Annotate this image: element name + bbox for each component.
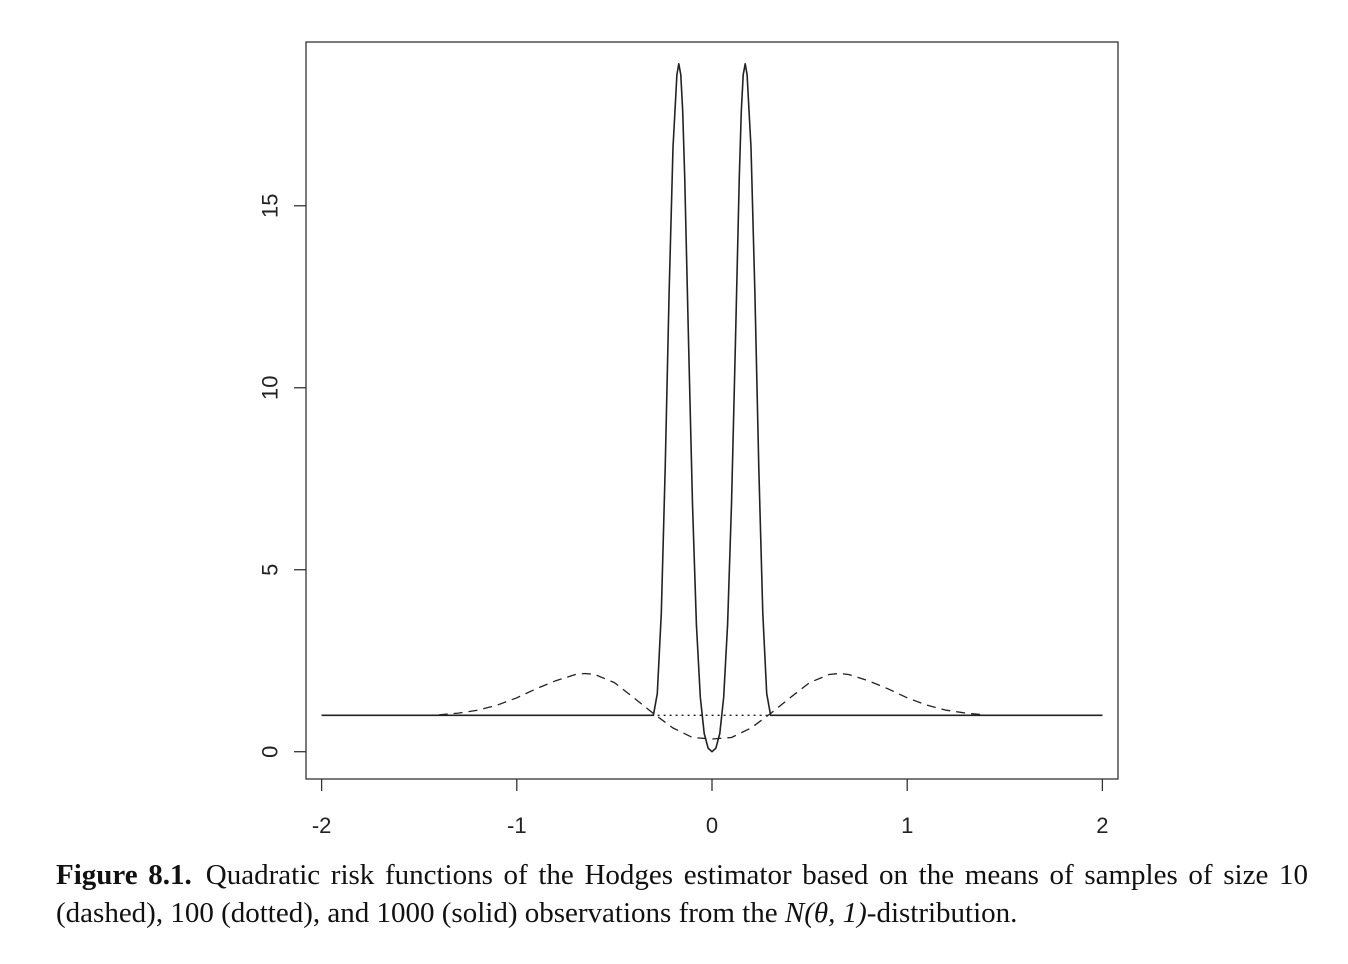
y-tick-label: 15	[258, 194, 283, 218]
x-tick-label: -2	[312, 813, 332, 838]
series-layer	[321, 62, 1103, 753]
x-tick-label: 0	[706, 813, 718, 838]
y-tick-label: 0	[258, 746, 283, 758]
caption-math: N(θ, 1)	[784, 897, 867, 929]
y-tick-label: 5	[258, 564, 283, 576]
x-tick-label: -1	[507, 813, 527, 838]
y-axis: 0 5 10 15	[258, 194, 306, 758]
series-solid-line	[321, 62, 1103, 753]
risk-function-chart: -2 -1 0 1 2 0 5 10 15	[258, 41, 1119, 838]
x-tick-label: 1	[901, 813, 913, 838]
caption-text: Quadratic risk functions of the Hodges e…	[56, 859, 1309, 929]
caption-text-end: -distribution.	[866, 897, 1018, 929]
plot-frame	[305, 41, 1119, 780]
y-tick-label: 10	[258, 376, 283, 400]
x-tick-label: 2	[1096, 813, 1108, 838]
series-dashed-line	[438, 672, 986, 740]
figure-caption: Figure 8.1. Quadratic risk functions of t…	[56, 856, 1308, 932]
caption-label: Figure 8.1.	[56, 859, 192, 891]
x-axis: -2 -1 0 1 2	[312, 779, 1109, 838]
